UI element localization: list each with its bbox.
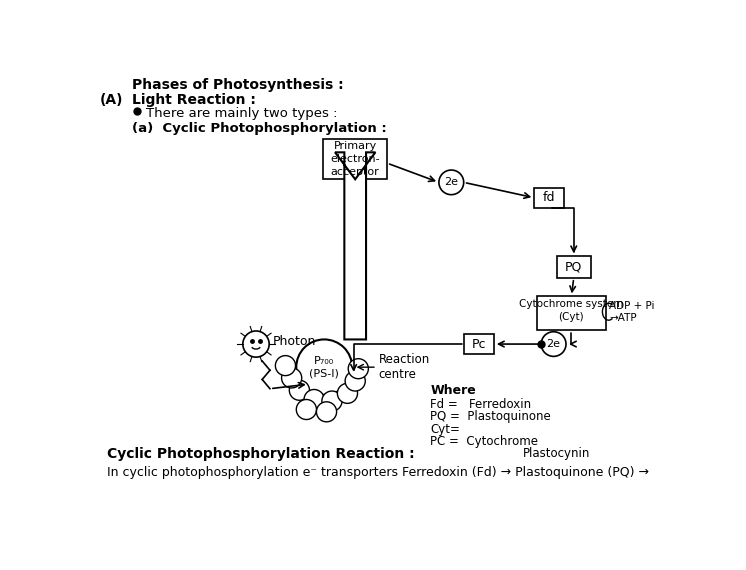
- Text: In cyclic photophosphorylation e⁻ transporters Ferredoxin (Fd) → Plastoquinone (: In cyclic photophosphorylation e⁻ transp…: [107, 466, 649, 479]
- Text: ADP + Pi: ADP + Pi: [609, 300, 655, 311]
- Circle shape: [304, 389, 325, 409]
- Text: Reaction
centre: Reaction centre: [378, 353, 430, 381]
- Text: Pc: Pc: [472, 337, 486, 351]
- Text: Cytochrome system
(Cyt): Cytochrome system (Cyt): [519, 299, 624, 322]
- Circle shape: [296, 400, 316, 420]
- Bar: [324, 139, 387, 180]
- Circle shape: [316, 402, 336, 422]
- Circle shape: [296, 340, 352, 395]
- Circle shape: [345, 371, 366, 391]
- Text: Phases of Photosynthesis :: Phases of Photosynthesis :: [132, 78, 344, 92]
- Text: 2e: 2e: [547, 339, 560, 349]
- Bar: [537, 296, 606, 330]
- Text: (a)  Cyclic Photophosphorylation :: (a) Cyclic Photophosphorylation :: [132, 123, 386, 135]
- Text: Photon: Photon: [273, 335, 316, 348]
- Text: (A): (A): [99, 93, 123, 107]
- Text: PC =  Cytochrome: PC = Cytochrome: [430, 435, 539, 448]
- Text: Light Reaction :: Light Reaction :: [132, 93, 256, 107]
- Circle shape: [281, 368, 301, 388]
- Text: PQ =  Plastoquinone: PQ = Plastoquinone: [430, 410, 551, 424]
- Text: →ATP: →ATP: [609, 313, 637, 323]
- Circle shape: [541, 332, 566, 356]
- Circle shape: [348, 359, 369, 378]
- Text: 2e: 2e: [445, 177, 458, 188]
- Text: fd: fd: [542, 192, 555, 204]
- Circle shape: [275, 356, 295, 376]
- Circle shape: [322, 391, 342, 411]
- Text: Plastocynin: Plastocynin: [524, 447, 591, 460]
- Text: Cyclic Photophosphorylation Reaction :: Cyclic Photophosphorylation Reaction :: [107, 447, 415, 461]
- Text: PQ: PQ: [565, 260, 583, 274]
- Bar: [534, 188, 564, 208]
- Text: Fd =   Ferredoxin: Fd = Ferredoxin: [430, 398, 531, 411]
- Circle shape: [243, 331, 269, 357]
- Text: There are mainly two types :: There are mainly two types :: [146, 107, 337, 120]
- Circle shape: [289, 380, 310, 400]
- Text: P₇₀₀
(PS-I): P₇₀₀ (PS-I): [310, 356, 339, 378]
- Text: Primary
electron-
acceptor: Primary electron- acceptor: [330, 141, 380, 177]
- Polygon shape: [335, 152, 375, 340]
- Circle shape: [439, 170, 464, 195]
- Text: Cyt=: Cyt=: [430, 422, 460, 435]
- Circle shape: [337, 384, 357, 404]
- Text: Where: Where: [430, 384, 476, 397]
- Bar: [557, 256, 591, 278]
- Bar: [465, 334, 494, 354]
